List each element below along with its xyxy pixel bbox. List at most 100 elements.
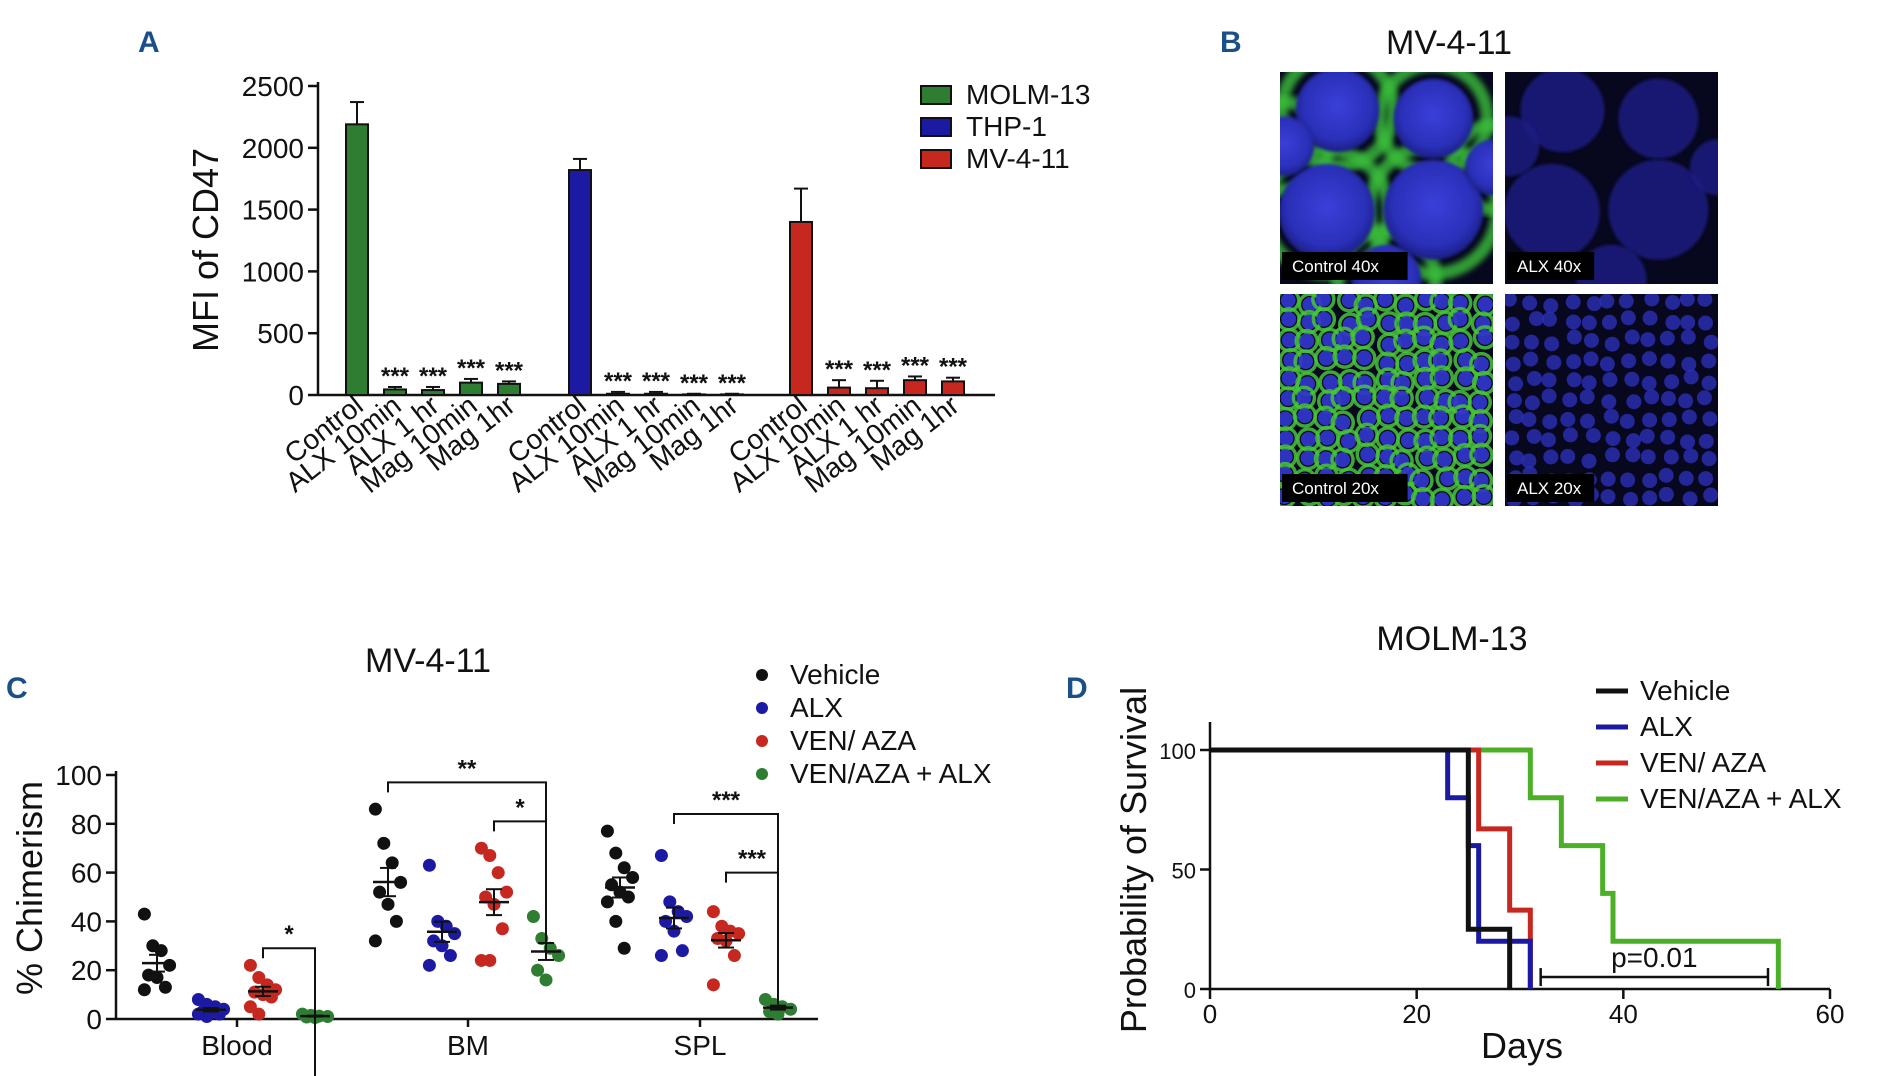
panel-letter-c: C [6, 672, 28, 705]
membrane-stain [1469, 442, 1493, 468]
nucleus [1526, 370, 1542, 386]
nucleus [1644, 389, 1660, 405]
nucleus [1644, 294, 1660, 307]
data-point [526, 910, 540, 924]
significance-label: *** [718, 370, 747, 397]
nucleus [1300, 431, 1316, 447]
nucleus [1586, 296, 1602, 312]
survival-line [1210, 747, 1513, 989]
nucleus [1394, 390, 1410, 406]
microscopy-label-bg [1282, 252, 1408, 280]
nucleus [1703, 334, 1718, 350]
data-point [654, 949, 668, 963]
microscopy-label-bg [1282, 474, 1408, 502]
nucleus [1625, 447, 1641, 463]
nucleus [1359, 427, 1375, 443]
nucleus [1356, 350, 1372, 366]
data-point [377, 836, 391, 850]
nucleus [1455, 409, 1471, 425]
data-point [448, 927, 462, 941]
significance-label: *** [738, 846, 767, 873]
chart-d-xtick-label: 60 [1816, 999, 1845, 1029]
membrane-stain [1472, 325, 1493, 350]
legend-label: Vehicle [1640, 675, 1730, 706]
nucleus [1341, 294, 1357, 308]
nucleus [1600, 471, 1616, 487]
nucleus [1562, 392, 1578, 408]
nucleus [1473, 356, 1489, 372]
data-point [368, 934, 382, 948]
nucleus [1477, 296, 1493, 312]
nucleus [1583, 351, 1599, 367]
membrane-stain [1471, 484, 1493, 506]
microscopy-image: ALX 40x [1505, 72, 1718, 284]
nucleus [1546, 354, 1562, 370]
nucleus [1315, 294, 1331, 307]
nucleus [1381, 315, 1397, 331]
nucleus [1296, 390, 1312, 406]
data-point [500, 885, 514, 899]
chart-d-axes: 0 50 100 0 20 40 60 [1159, 722, 1844, 1029]
nucleus [1434, 492, 1450, 506]
significance-label: *** [604, 368, 633, 395]
nucleus [1335, 390, 1351, 406]
nucleus [1560, 448, 1576, 464]
nucleus [1621, 353, 1637, 369]
data-point [609, 846, 623, 860]
nucleus [1639, 428, 1655, 444]
nucleus [1281, 332, 1297, 348]
significance-label: *** [495, 357, 524, 384]
nucleus [1528, 311, 1544, 327]
data-point [479, 890, 493, 904]
microscopy-label: Control 20x [1292, 479, 1379, 498]
nucleus [1690, 139, 1718, 196]
nucleus [1505, 316, 1520, 332]
nucleus [1506, 393, 1522, 409]
data-point [495, 922, 509, 936]
membrane-stain [1410, 486, 1436, 506]
nucleus [1541, 388, 1557, 404]
nucleus [1316, 311, 1332, 327]
significance-label: *** [863, 357, 892, 384]
nucleus [1640, 449, 1656, 465]
nucleus [1658, 486, 1674, 502]
microscopy-image: ALX 20x [1505, 294, 1718, 506]
nucleus [1297, 408, 1313, 424]
nucleus [1541, 372, 1557, 388]
nucleus [1379, 356, 1395, 372]
data-point [381, 897, 395, 911]
chart-d-annotation: p=0.01 [1539, 942, 1770, 987]
nucleus [1413, 473, 1429, 489]
nucleus [1341, 433, 1357, 449]
nucleus [1280, 390, 1296, 406]
nucleus [1642, 473, 1658, 489]
nucleus [1524, 395, 1540, 411]
chart-c-title: MV-4-11 [365, 642, 491, 680]
data-point [163, 958, 177, 972]
nucleus [1623, 491, 1639, 506]
nucleus [1505, 334, 1520, 350]
nucleus [1505, 294, 1517, 307]
survival-line [1210, 747, 1781, 989]
legend-label: MOLM-13 [966, 79, 1090, 110]
nucleus [1415, 491, 1431, 506]
nucleus [1505, 163, 1600, 260]
nucleus [1544, 336, 1560, 352]
chart-c-xtick-label: SPL [674, 1030, 727, 1061]
nucleus [1457, 447, 1473, 463]
nucleus [1522, 295, 1538, 311]
data-point [474, 841, 488, 855]
chart-d-xtick-label: 20 [1402, 999, 1431, 1029]
scatter-chart-chimerism: MV-4-11 % Chimerism 0 20 40 60 80 100 Blood BM S… [9, 642, 992, 1076]
nucleus [1456, 489, 1472, 505]
data-point [617, 861, 631, 875]
data-point [600, 824, 614, 838]
data-point [539, 973, 553, 987]
nucleus [1416, 330, 1432, 346]
membrane-stain [1467, 423, 1493, 449]
nucleus [1377, 294, 1393, 307]
nucleus [1452, 431, 1468, 447]
nucleus [1620, 310, 1636, 326]
nucleus [1398, 298, 1414, 314]
nucleus [1361, 410, 1377, 426]
